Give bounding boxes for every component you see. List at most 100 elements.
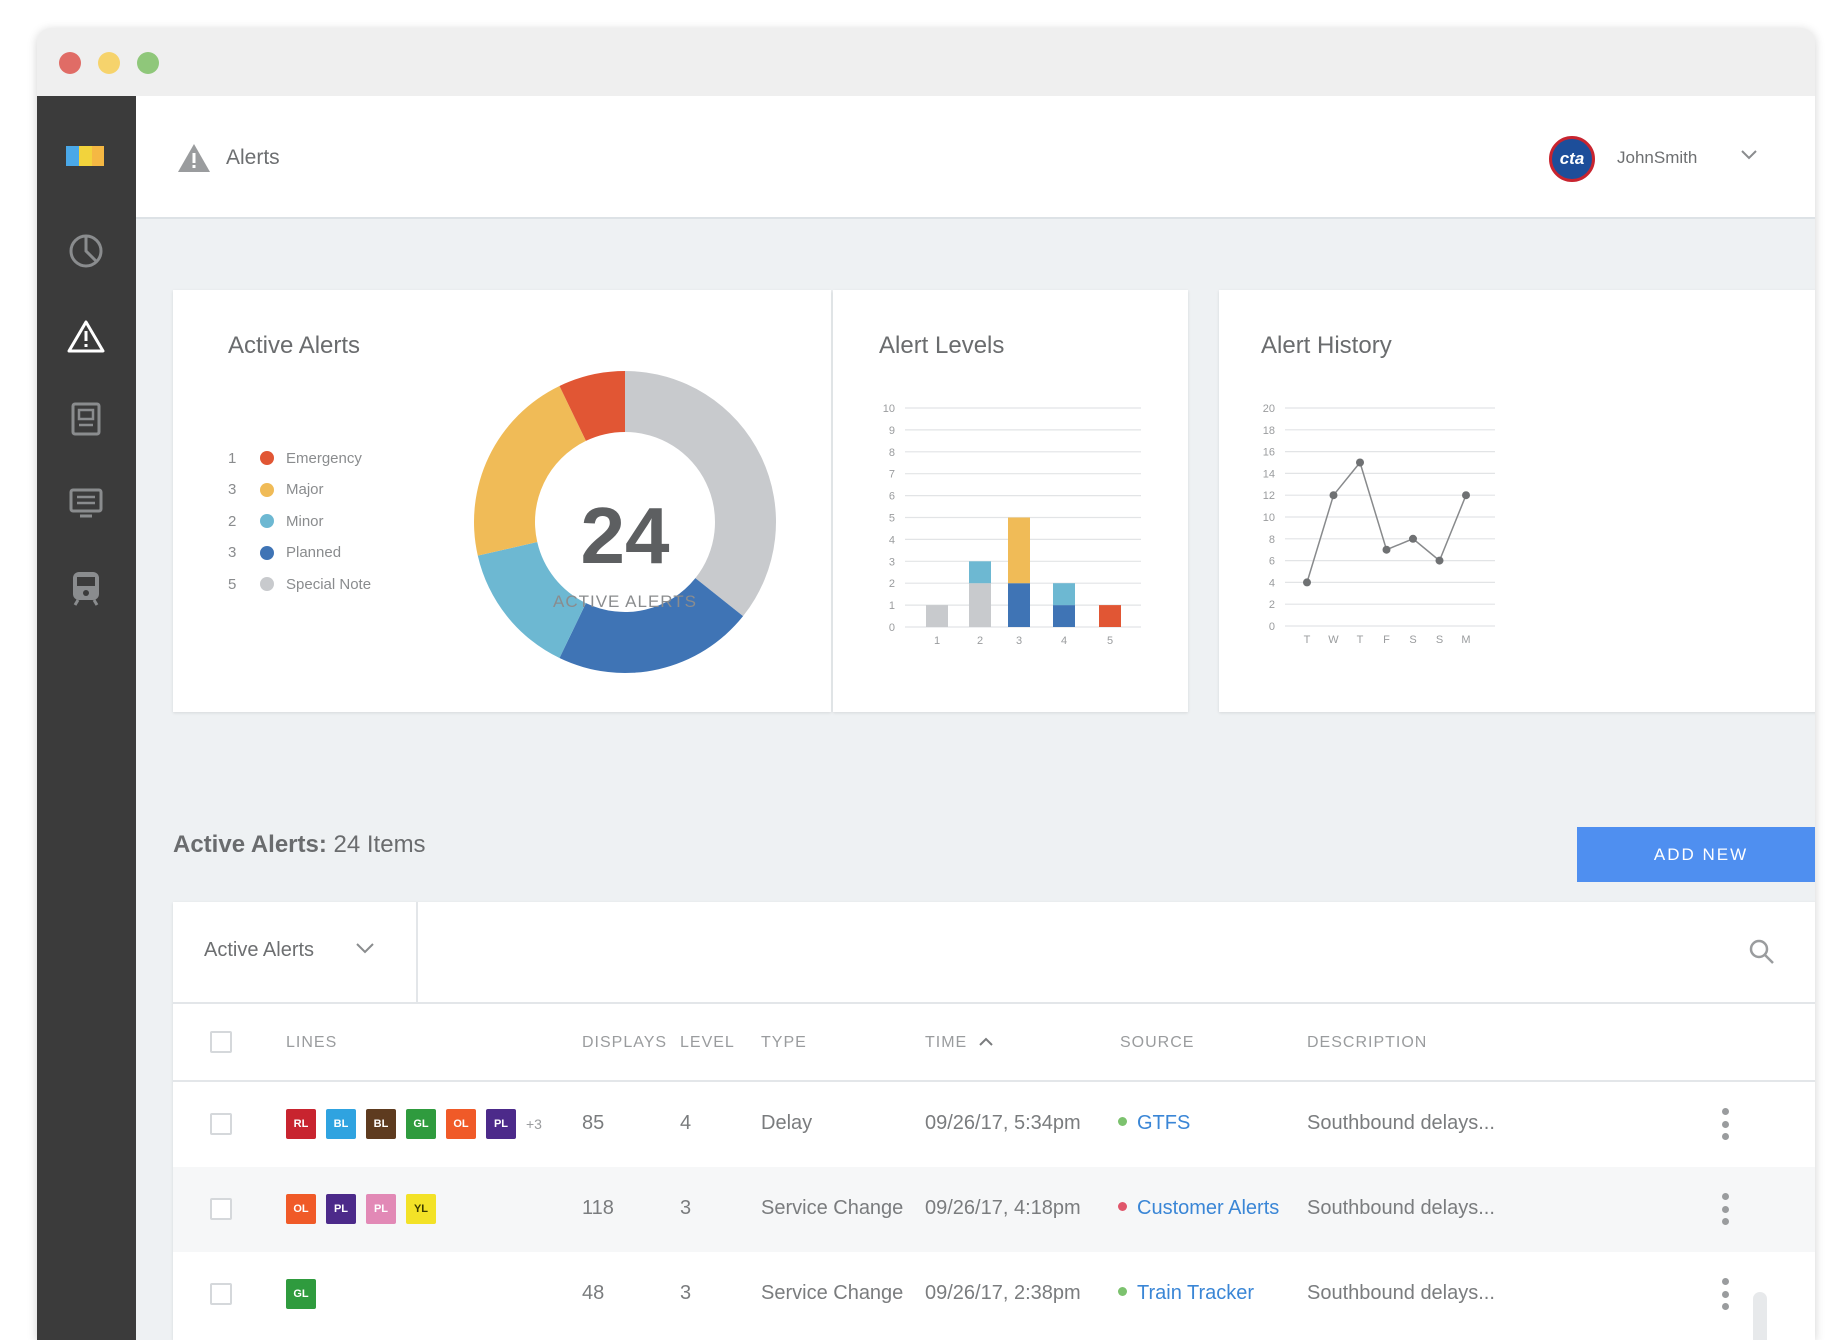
line-chart: 0 2 4 6 8 10 12 14 16 18 20 T W T F S S M bbox=[1263, 403, 1495, 646]
line-badge: PL bbox=[326, 1194, 356, 1224]
legend-item: 1 Emergency bbox=[228, 448, 362, 468]
y-tick-label: 10 bbox=[883, 403, 895, 415]
chevron-down-icon[interactable] bbox=[1740, 148, 1758, 166]
x-tick-label: M bbox=[1461, 634, 1470, 646]
bar-segment bbox=[926, 605, 948, 627]
bar-segment bbox=[1008, 517, 1030, 584]
source-link[interactable]: GTFS bbox=[1118, 1112, 1190, 1135]
source-status-dot bbox=[1118, 1117, 1127, 1127]
maximize-window-button[interactable] bbox=[137, 52, 159, 74]
level-cell: 4 bbox=[680, 1112, 692, 1134]
legend-item: 5 Special Note bbox=[228, 574, 371, 594]
y-tick-label: 18 bbox=[1263, 425, 1275, 437]
dashboard-icon[interactable] bbox=[66, 231, 106, 271]
x-tick-label: 2 bbox=[977, 635, 983, 647]
alert-levels-card: Alert Levels 0 1 2 3 4 5 6 7 8 9 10 1 2 3 4 5 bbox=[833, 290, 1188, 712]
more-options-icon[interactable] bbox=[1721, 1193, 1729, 1225]
select-all-checkbox[interactable] bbox=[210, 1031, 232, 1053]
row-checkbox[interactable] bbox=[210, 1198, 232, 1220]
list-heading-label: Active Alerts: bbox=[173, 831, 327, 858]
line-badge: OL bbox=[286, 1194, 316, 1224]
y-tick-label: 5 bbox=[889, 513, 895, 525]
bar-segment bbox=[969, 561, 991, 584]
x-tick-label: F bbox=[1383, 634, 1390, 646]
data-point bbox=[1462, 491, 1470, 500]
line-badge: PL bbox=[366, 1194, 396, 1224]
train-icon[interactable] bbox=[66, 568, 106, 608]
level-cell: 3 bbox=[680, 1282, 692, 1304]
data-point bbox=[1382, 545, 1391, 554]
y-tick-label: 16 bbox=[1263, 447, 1275, 459]
donut-slice bbox=[559, 578, 744, 673]
add-new-button[interactable]: ADD NEW bbox=[1577, 827, 1815, 882]
row-checkbox[interactable] bbox=[210, 1283, 232, 1305]
x-tick-label: T bbox=[1357, 634, 1364, 646]
sort-ascending-icon[interactable] bbox=[978, 1035, 994, 1053]
bar-chart: 0 1 2 3 4 5 6 7 8 9 10 1 2 3 4 5 bbox=[883, 403, 1141, 647]
display-icon[interactable] bbox=[66, 483, 106, 523]
alert-history-card: Alert History 0 2 4 6 8 10 12 14 16 18 20 T W T F S S M bbox=[1219, 290, 1815, 712]
description-cell: Southbound delays... bbox=[1307, 1112, 1495, 1134]
close-window-button[interactable] bbox=[59, 52, 81, 74]
avatar[interactable]: cta bbox=[1549, 136, 1595, 182]
time-cell: 09/26/17, 2:38pm bbox=[925, 1282, 1081, 1304]
filter-dropdown[interactable]: Active Alerts bbox=[173, 902, 418, 1002]
row-checkbox[interactable] bbox=[210, 1113, 232, 1135]
source-label: Customer Alerts bbox=[1137, 1197, 1280, 1219]
source-link[interactable]: Train Tracker bbox=[1118, 1282, 1254, 1305]
y-tick-label: 6 bbox=[889, 491, 895, 503]
col-lines[interactable]: LINES bbox=[286, 1034, 338, 1051]
line-badge: GL bbox=[406, 1109, 436, 1139]
line-badges: RL BL BL GL OL PL +3 bbox=[286, 1109, 542, 1139]
active-alerts-title: Active Alerts bbox=[228, 332, 361, 359]
divider bbox=[173, 1080, 1815, 1082]
col-time[interactable]: TIME bbox=[925, 1034, 968, 1051]
search-icon[interactable] bbox=[1748, 938, 1776, 971]
table-row[interactable]: OL PL PL YL 118 3 Service Change 09/26/17, 4:18… bbox=[173, 1167, 1815, 1252]
data-point bbox=[1329, 491, 1338, 500]
source-status-dot bbox=[1118, 1287, 1127, 1297]
line-badge: PL bbox=[486, 1109, 516, 1139]
top-header: Alerts cta JohnSmith bbox=[136, 96, 1815, 219]
legend-count: 3 bbox=[228, 544, 237, 561]
alerts-header-icon bbox=[176, 142, 212, 179]
displays-cell: 48 bbox=[582, 1282, 605, 1304]
alerts-table: Active Alerts LINES DISPLAYS LEVEL TYPE … bbox=[173, 902, 1815, 1340]
line-badge: BL bbox=[366, 1109, 396, 1139]
divider bbox=[173, 1002, 1815, 1004]
main-content: Alerts cta JohnSmith Active Alerts 1 Emer… bbox=[136, 96, 1815, 1340]
legend-label: Special Note bbox=[286, 575, 372, 593]
x-tick-label: 1 bbox=[934, 635, 940, 647]
more-options-icon[interactable] bbox=[1721, 1278, 1729, 1310]
more-options-icon[interactable] bbox=[1721, 1108, 1729, 1140]
displays-cell: 118 bbox=[582, 1197, 614, 1219]
table-row[interactable]: GL 48 3 Service Change 09/26/17, 2:38pm Train… bbox=[173, 1252, 1815, 1337]
minimize-window-button[interactable] bbox=[98, 52, 120, 74]
y-tick-label: 1 bbox=[889, 600, 895, 612]
table-row[interactable]: RL BL BL GL OL PL +3 85 4 Delay 09/26/17, 5:34pm GT… bbox=[173, 1082, 1815, 1167]
source-link[interactable]: Customer Alerts bbox=[1118, 1197, 1279, 1220]
col-level[interactable]: LEVEL bbox=[680, 1034, 735, 1051]
col-displays[interactable]: DISPLAYS bbox=[582, 1034, 668, 1051]
legend-label: Minor bbox=[286, 512, 324, 530]
bar-segment bbox=[1053, 605, 1075, 627]
y-tick-label: 20 bbox=[1263, 403, 1275, 415]
data-point bbox=[1303, 578, 1311, 587]
donut-slice bbox=[625, 371, 776, 617]
more-lines-count: +3 bbox=[526, 1116, 542, 1132]
x-tick-label: 4 bbox=[1061, 635, 1067, 647]
level-cell: 3 bbox=[680, 1197, 692, 1219]
line-badge: BL bbox=[326, 1109, 356, 1139]
donut-total: 24 bbox=[580, 491, 670, 580]
col-description[interactable]: DESCRIPTION bbox=[1307, 1034, 1428, 1051]
username[interactable]: JohnSmith bbox=[1617, 148, 1698, 167]
col-source[interactable]: SOURCE bbox=[1120, 1034, 1195, 1051]
alert-history-title: Alert History bbox=[1261, 332, 1392, 359]
alert-icon[interactable] bbox=[66, 316, 106, 356]
document-icon[interactable] bbox=[66, 399, 106, 439]
bar-segment bbox=[1099, 605, 1121, 627]
displays-cell: 85 bbox=[582, 1112, 605, 1134]
col-type[interactable]: TYPE bbox=[761, 1034, 807, 1051]
scrollbar[interactable] bbox=[1753, 1292, 1767, 1340]
app-logo-icon[interactable] bbox=[66, 136, 106, 176]
